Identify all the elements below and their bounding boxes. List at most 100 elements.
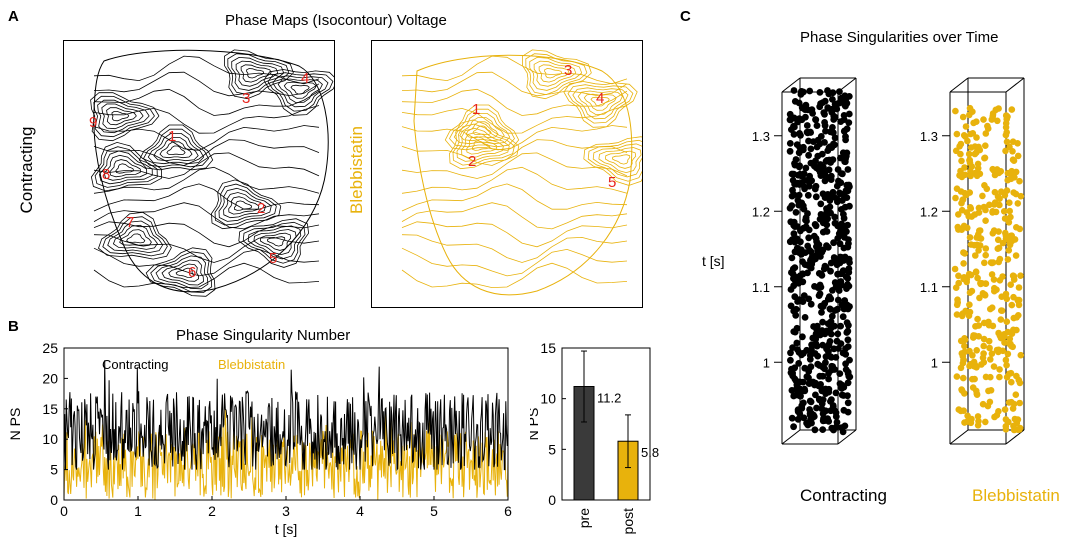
isocontour-line [247,225,302,260]
z-tick-label-right: 1.3 [920,129,938,144]
isocontour-line [112,224,158,250]
ps-point-blebbistatin [973,172,981,180]
ps-point-contracting [818,272,826,279]
ps-point-blebbistatin [985,321,993,329]
ps-point-contracting [807,300,815,308]
ps-point-contracting [828,396,835,403]
isocontour-line [452,123,515,166]
ps-point-blebbistatin [1014,152,1022,160]
ps-point-blebbistatin [1003,138,1011,146]
ps-point-blebbistatin [952,284,960,291]
isocontour-line [93,95,155,138]
ps-point-blebbistatin [961,189,969,197]
ps-point-blebbistatin [953,130,961,138]
ps-point-blebbistatin [1012,168,1020,176]
ps-point-blebbistatin [1017,351,1025,359]
isocontour-line [150,251,213,293]
ps-point-contracting [819,426,827,433]
ps-point-blebbistatin [958,206,966,214]
ps-point-contracting [791,264,799,271]
y-tick-label: 20 [42,370,58,386]
phase-singularity-label-5: 5 [608,174,616,191]
ps-point-contracting [841,422,849,430]
ps-point-contracting [805,137,812,145]
ps-point-contracting [845,119,853,126]
ps-point-contracting [844,327,852,335]
ps-point-blebbistatin [994,193,1002,200]
ps-point-contracting [845,321,852,329]
ps-point-blebbistatin [1001,339,1008,346]
ps-point-contracting [788,170,796,178]
ps-point-blebbistatin [954,299,961,306]
ps-point-blebbistatin [972,323,979,330]
ps-point-contracting [822,407,830,415]
ps-point-blebbistatin [974,274,981,282]
isocontour-line [401,105,628,134]
isocontour-line [228,196,260,215]
y-tick-label: 5 [548,441,556,457]
ps-point-contracting [798,116,806,124]
ps-point-blebbistatin [1006,335,1014,343]
ps-point-contracting [844,379,852,387]
ps-point-blebbistatin [987,387,995,394]
ps-point-contracting [836,259,844,267]
y-tick-label: 0 [548,492,556,508]
ps-point-blebbistatin [1007,175,1015,183]
ps-point-contracting [828,312,836,320]
ps-point-contracting [823,221,831,229]
isocontour-line [93,183,320,212]
ps-point-contracting [800,170,808,177]
isocontour-line [93,105,320,134]
ps-point-contracting [795,279,802,287]
ps-point-contracting [811,426,819,434]
ps-point-contracting [789,369,796,377]
ps-point-contracting [832,354,840,361]
contracting-phase-map: 1 2 3 4 5 6 7 8 9 [63,40,338,308]
ps-point-contracting [842,360,849,368]
panel-a-title: Phase Maps (Isocontour) Voltage [225,12,447,29]
ps-point-blebbistatin [1005,247,1013,254]
ps-point-contracting [830,239,837,247]
ps-point-blebbistatin [990,276,998,283]
ps-point-blebbistatin [1001,406,1009,413]
ps-point-blebbistatin [1012,391,1020,399]
isocontour-line [97,99,150,134]
isocontour-line [449,119,520,170]
ps-point-blebbistatin [967,144,975,151]
ps-point-blebbistatin [993,411,1001,419]
ps-point-contracting [789,344,796,351]
isocontour-line [583,136,655,186]
panel-c-blebbistatin-label: Blebbistatin [972,486,1060,505]
ps-point-blebbistatin [967,204,974,211]
contracting-box-edge [781,77,801,93]
isocontour-line [401,166,628,194]
ps-point-blebbistatin [966,234,974,241]
ps-point-contracting [794,171,802,179]
ps-point-blebbistatin [1016,399,1023,407]
ps-point-contracting [790,275,797,282]
ps-point-contracting [793,223,801,230]
ps-point-blebbistatin [1007,213,1014,221]
ps-point-blebbistatin [1015,284,1023,291]
ps-point-contracting [844,281,851,288]
ps-point-contracting [821,365,828,373]
ps-point-contracting [844,399,852,407]
ps-point-blebbistatin [1005,219,1013,226]
ps-point-contracting [812,235,820,242]
isocontour-line [612,154,631,165]
ps-point-blebbistatin [973,347,980,354]
ps-point-contracting [805,226,813,234]
ps-point-contracting [805,374,812,382]
y-tick-label: 15 [540,340,556,356]
ps-point-contracting [814,360,822,368]
panel-a-blebbistatin-label: Blebbistatin [347,126,366,214]
ps-point-blebbistatin [996,366,1003,373]
value-label-pre: 11.2 [597,391,621,406]
panel-c-letter: C [680,8,691,25]
phase-singularity-label-8: 8 [102,166,110,183]
ps-point-blebbistatin [960,275,967,283]
isocontour-line [567,84,634,124]
isocontour-line [153,137,199,162]
ps-point-contracting [804,242,812,250]
ps-point-blebbistatin [987,356,994,363]
